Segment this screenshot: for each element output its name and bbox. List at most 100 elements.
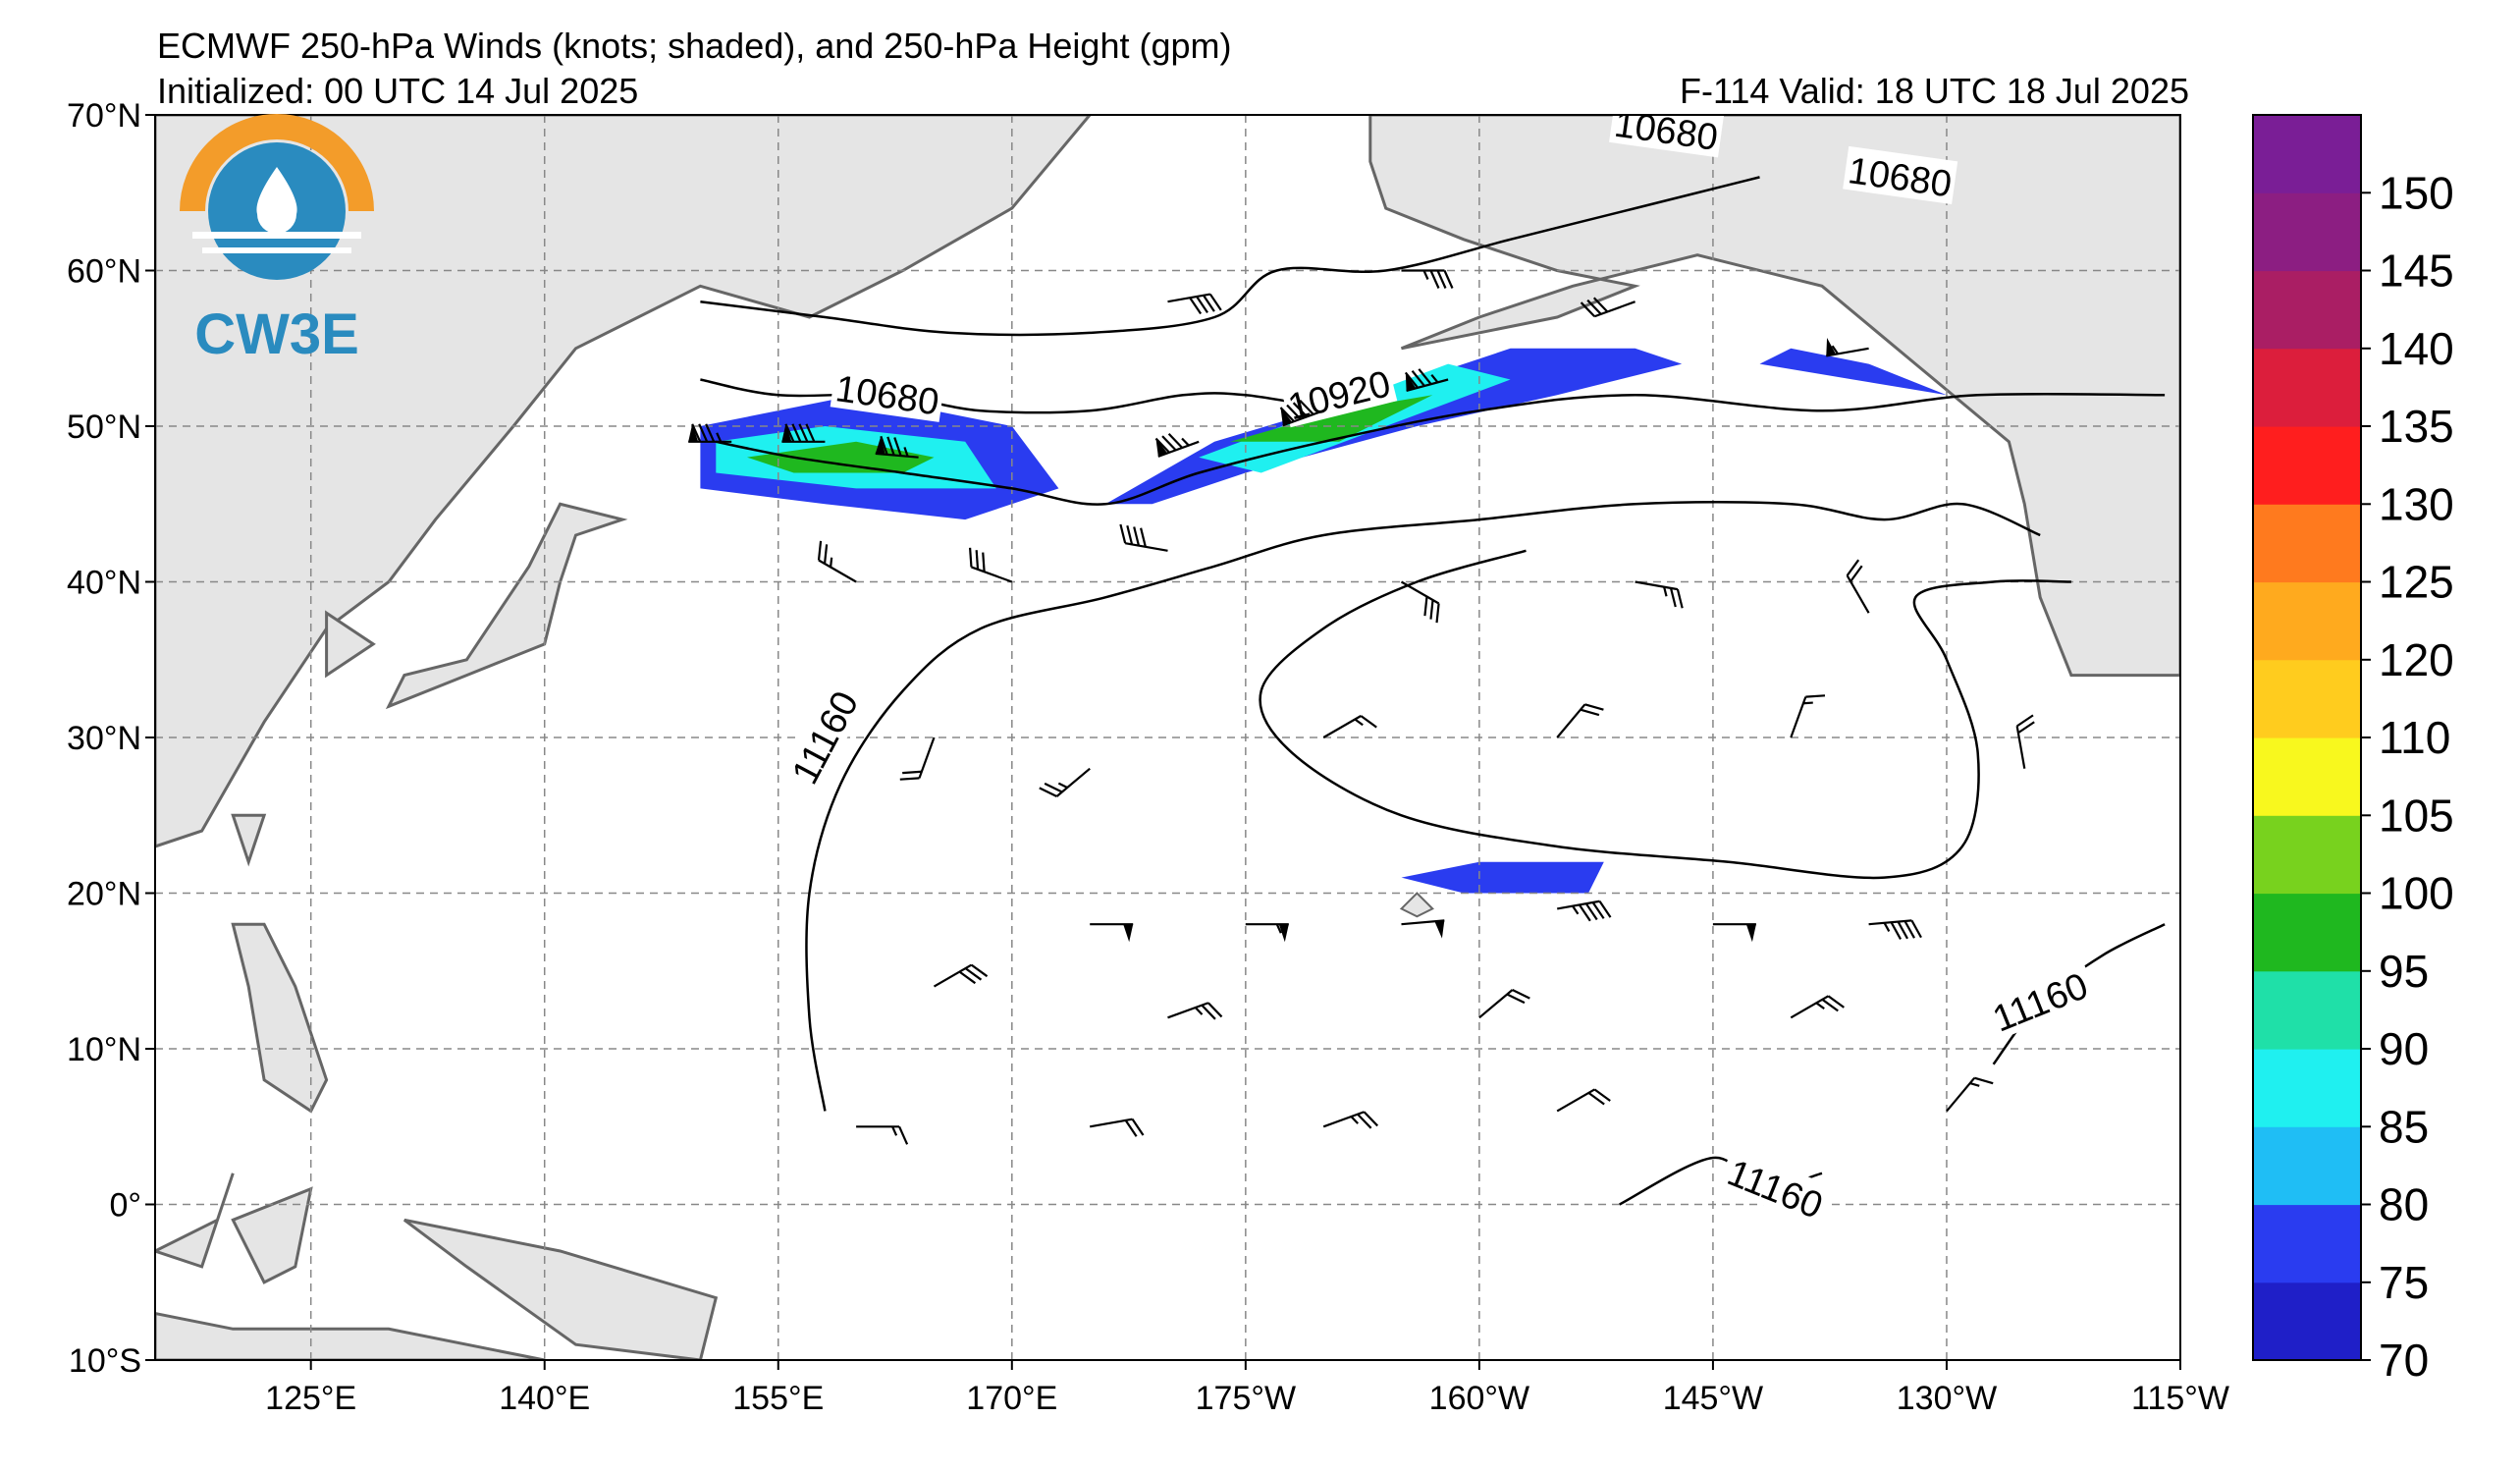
- initialized-time: Initialized: 00 UTC 14 Jul 2025: [157, 71, 639, 111]
- barb-full: [1592, 297, 1609, 313]
- contour-label: 10680: [1609, 115, 1725, 159]
- barb-half: [716, 432, 723, 443]
- barb-full: [823, 544, 829, 565]
- barb-full: [1201, 1004, 1216, 1020]
- colorbar-segment: [2253, 1126, 2361, 1206]
- barb-half: [1350, 1116, 1360, 1124]
- barb-full: [1827, 995, 1845, 1009]
- barb-full: [1676, 588, 1684, 609]
- height-contour-11160: [1259, 549, 2071, 880]
- colorbar-segment: [2253, 1282, 2361, 1361]
- barb-full: [1429, 599, 1434, 620]
- barb-shaft: [971, 566, 1013, 583]
- barb-shaft: [1400, 580, 1440, 605]
- barb-shaft: [1790, 995, 1829, 1019]
- barb-full: [1279, 407, 1295, 422]
- hawaii-island: [1399, 892, 1434, 918]
- contour-label-bg: [1980, 959, 2099, 1042]
- barb-full: [1423, 596, 1428, 617]
- land-mass: [325, 610, 376, 679]
- barb-full: [1593, 1088, 1611, 1102]
- logo-wave-line: [192, 232, 361, 239]
- barb-pennant: [1745, 924, 1756, 943]
- barb-pennant: [688, 423, 699, 442]
- barb-full: [1196, 296, 1208, 313]
- wind-barb: [781, 423, 826, 443]
- barb-full: [1161, 435, 1177, 452]
- colorbar-label: 70: [2379, 1335, 2429, 1386]
- land-layer: [155, 115, 2180, 1360]
- colorbar: 70 75 80 85 90 95 100 105 110 120 125 130 135 140 145 1…: [2252, 114, 2454, 1386]
- wind-barb: [1279, 400, 1324, 427]
- colorbar-segment: [2253, 815, 2361, 895]
- jet-streak: [1230, 395, 1433, 442]
- colorbar-segment: [2253, 1204, 2361, 1283]
- barb-shaft: [1090, 1118, 1133, 1128]
- barb-half: [1181, 437, 1190, 447]
- barb-full: [1897, 921, 1908, 940]
- droplet-icon: [256, 167, 297, 234]
- colorbar-segment: [2253, 659, 2361, 738]
- barb-full: [1850, 565, 1863, 582]
- barb-half: [1354, 718, 1364, 727]
- lon-tick-label: 115°W: [2131, 1380, 2229, 1417]
- wind-barb: [968, 547, 1013, 583]
- barb-shaft: [2015, 726, 2026, 769]
- contour-label-bg: [1609, 115, 1725, 158]
- land-mass: [231, 813, 267, 867]
- barb-half: [891, 1125, 898, 1136]
- wind-barb: [1790, 694, 1826, 738]
- lon-tick-label: 170°E: [966, 1380, 1057, 1417]
- barb-full: [1973, 1076, 1994, 1085]
- barb-full: [2016, 714, 2034, 728]
- barb-half: [1969, 1081, 1980, 1087]
- barb-full: [784, 423, 795, 443]
- cw3e-logo: CW3E: [180, 114, 374, 366]
- wind-barb: [1322, 1111, 1379, 1129]
- wind-barb: [1401, 269, 1454, 289]
- barb-full: [1119, 523, 1127, 544]
- barb-full: [898, 1125, 909, 1145]
- barb-full: [1890, 921, 1903, 940]
- barb-full: [893, 437, 902, 457]
- barb-shaft: [1322, 715, 1362, 738]
- land-mass: [155, 1173, 235, 1269]
- barb-shaft: [1557, 900, 1600, 910]
- barb-full: [805, 423, 816, 443]
- barb-shaft: [1946, 1076, 1976, 1113]
- barb-full: [1580, 301, 1596, 318]
- wind-barbs: [688, 269, 2035, 1145]
- colorbar-label: 120: [2379, 634, 2454, 685]
- barb-full: [1587, 1092, 1605, 1106]
- barb-shaft: [1401, 919, 1445, 926]
- barb-full: [1512, 989, 1530, 1000]
- barb-shaft: [1593, 300, 1635, 318]
- wind-barb: [1154, 433, 1200, 458]
- jet-streak: [1401, 861, 1604, 894]
- barb-full: [1598, 900, 1612, 918]
- barb-full: [1203, 295, 1215, 312]
- wind-barb: [1712, 923, 1756, 943]
- barb-shaft: [1556, 703, 1586, 738]
- barb-full: [880, 435, 888, 456]
- colorbar-label: 135: [2379, 401, 2454, 452]
- lon-tick-label: 160°W: [1429, 1380, 1529, 1417]
- barb-shaft: [1556, 1088, 1595, 1113]
- lon-tick-label: 140°E: [499, 1380, 590, 1417]
- lat-tick-label: 0°: [109, 1187, 141, 1225]
- barb-shaft: [1868, 919, 1912, 926]
- wind-barb: [1635, 580, 1684, 609]
- barb-full: [1669, 587, 1677, 608]
- barb-full: [1435, 603, 1440, 624]
- barb-pennant: [781, 423, 792, 442]
- gridlines: [155, 115, 2180, 1360]
- lon-tick-label: 155°E: [732, 1380, 824, 1417]
- logo-text: CW3E: [194, 302, 359, 366]
- barb-half: [1831, 345, 1839, 355]
- colorbar-label: 85: [2379, 1101, 2429, 1152]
- wind-barb: [1090, 1118, 1145, 1137]
- barb-full: [1140, 527, 1147, 548]
- contour-label-bg: [777, 678, 869, 795]
- barb-full: [1189, 297, 1203, 315]
- axis-ticks: 70°N 60°N 50°N 40°N 30°N 20°N 10°N 0° 10°S 125°E 1…: [67, 97, 2229, 1417]
